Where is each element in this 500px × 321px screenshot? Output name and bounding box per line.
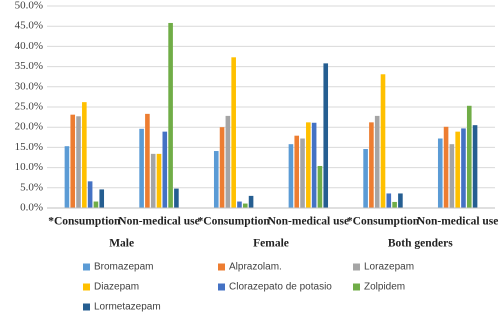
bar	[437, 138, 443, 208]
y-tick-label: 40.0%	[15, 40, 43, 52]
legend-label: Bromazepam	[94, 262, 153, 273]
x-tick-label: Non-medical use	[268, 216, 349, 228]
y-tick-label: 20.0%	[15, 121, 43, 133]
bar	[374, 115, 380, 208]
y-tick-label: 10.0%	[15, 161, 43, 173]
bar	[455, 131, 460, 208]
legend-swatch	[83, 283, 90, 291]
legend-swatch	[218, 263, 225, 271]
bar	[472, 125, 478, 208]
y-tick-label: 30.0%	[15, 80, 43, 92]
bar	[150, 153, 156, 208]
legend-swatch	[353, 263, 360, 271]
group-label: Both genders	[388, 238, 453, 250]
y-tick-label: 50.0%	[15, 0, 43, 12]
legend-label: Zolpidem	[364, 282, 405, 293]
bar	[76, 116, 81, 208]
bar	[300, 138, 305, 208]
bar	[70, 114, 76, 208]
bar	[248, 195, 254, 208]
y-tick-label: 35.0%	[15, 60, 43, 72]
bar	[156, 153, 162, 208]
x-tick-label: *Consumption	[48, 216, 121, 228]
bar	[306, 122, 311, 208]
bar	[174, 188, 179, 208]
bar	[219, 127, 225, 208]
legend-swatch	[83, 263, 90, 271]
y-tick-label: 5.0%	[20, 181, 43, 193]
bar	[162, 131, 168, 208]
bar	[64, 146, 70, 208]
legend-swatch	[83, 303, 90, 311]
bar	[99, 189, 105, 208]
legend-swatch	[353, 283, 360, 291]
y-tick-label: 15.0%	[15, 141, 43, 153]
bar	[87, 181, 93, 208]
bar	[449, 144, 455, 208]
bar	[317, 165, 323, 208]
bar	[380, 74, 386, 208]
legend-label: Lormetazepam	[94, 302, 161, 313]
bar	[443, 126, 449, 208]
bar	[311, 122, 317, 208]
bar	[213, 151, 219, 208]
bar	[466, 105, 472, 208]
bar	[225, 115, 231, 208]
bar	[288, 144, 294, 208]
bar	[323, 63, 329, 209]
bar	[145, 113, 150, 208]
legend-label: Lorazepam	[364, 262, 414, 273]
x-tick-label: Non-medical use	[417, 216, 498, 228]
bar	[93, 201, 99, 208]
bar	[82, 102, 87, 208]
group-label: Male	[109, 238, 134, 250]
y-tick-label: 45.0%	[15, 20, 43, 32]
bar	[242, 203, 248, 208]
bar	[392, 201, 397, 208]
bar	[398, 193, 403, 208]
bar	[363, 149, 368, 208]
y-tick-label: 0.0%	[20, 202, 43, 214]
x-tick-label: *Consumption	[198, 216, 271, 228]
legend-label: Clorazepato de potasio	[229, 282, 332, 293]
legend-label: Alprazolam.	[229, 262, 282, 273]
legend-swatch	[218, 283, 225, 291]
bar	[461, 128, 466, 208]
bar	[231, 57, 236, 208]
bar	[139, 128, 144, 208]
group-label: Female	[253, 238, 289, 250]
bar	[168, 22, 173, 208]
y-tick-label: 25.0%	[15, 101, 43, 113]
bar	[294, 135, 300, 208]
x-tick-label: *Consumption	[347, 216, 420, 228]
bar	[386, 193, 392, 208]
bar	[369, 122, 374, 208]
legend-label: Diazepam	[94, 282, 139, 293]
x-tick-label: Non-medical use	[118, 216, 199, 228]
bar	[237, 201, 242, 208]
